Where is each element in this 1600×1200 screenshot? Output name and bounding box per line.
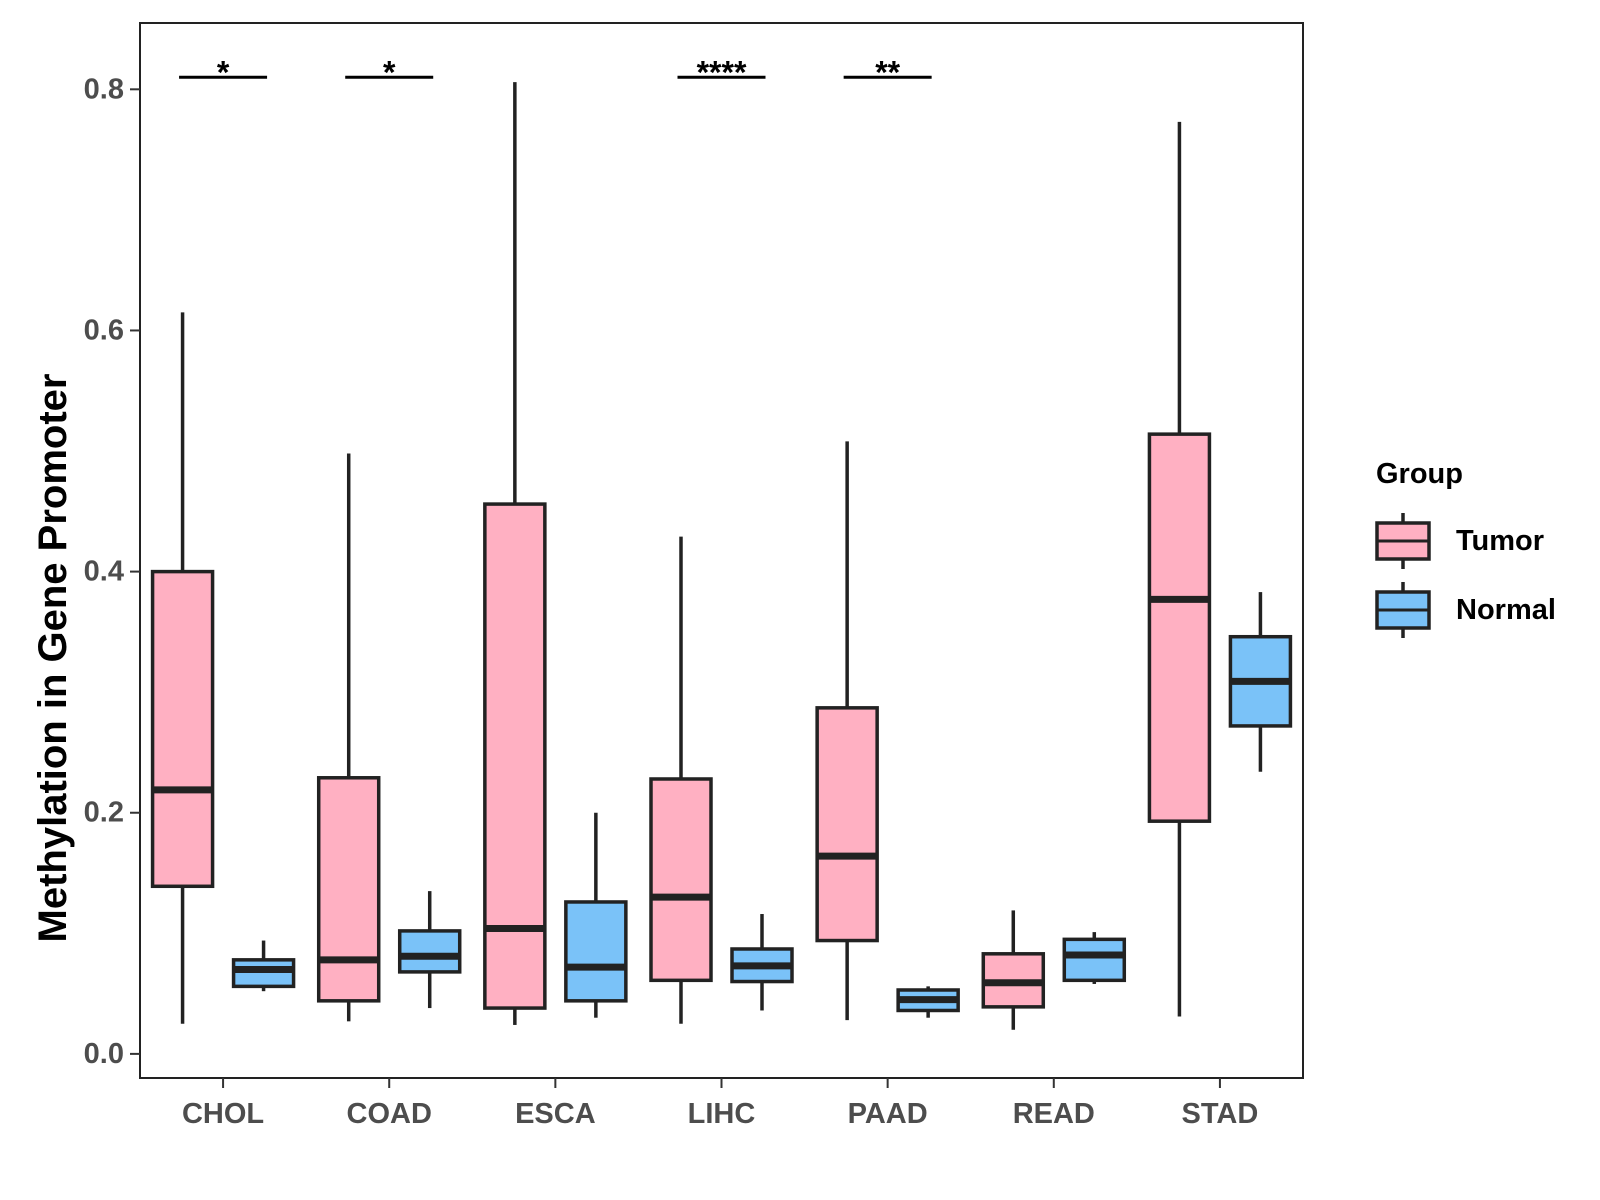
box-body [316, 776, 381, 1003]
y-tick-label: 0.4 [84, 556, 124, 588]
x-tick-label: CHOL [182, 1098, 264, 1130]
x-tick-label: ESCA [515, 1098, 596, 1130]
box-normal-coad [397, 891, 462, 1009]
x-tick-label: COAD [347, 1098, 432, 1130]
box-normal-read [1062, 932, 1127, 984]
x-tick-label: STAD [1182, 1098, 1259, 1130]
box-normal-chol [231, 940, 296, 992]
x-tick-label: READ [1013, 1098, 1095, 1130]
legend-label-normal: Normal [1456, 594, 1556, 626]
box-body [1147, 432, 1212, 823]
box-normal-lihc [730, 914, 794, 1011]
box-tumor-read [981, 910, 1046, 1030]
y-tick-label: 0.8 [84, 73, 124, 105]
box-body [815, 706, 879, 943]
box-normal-esca [564, 812, 628, 1018]
x-tick-label: PAAD [848, 1098, 928, 1130]
box-tumor-stad [1147, 121, 1212, 1017]
y-tick-label: 0.6 [84, 314, 124, 346]
legend-key-tumor [1375, 513, 1431, 569]
box-normal-stad [1228, 592, 1293, 772]
significance-label: **** [697, 54, 747, 90]
box-body [483, 502, 547, 1010]
box-body [649, 777, 713, 983]
box-tumor-coad [316, 453, 381, 1022]
box-body [564, 900, 628, 1003]
box-body [231, 958, 296, 989]
legend-label-tumor: Tumor [1456, 525, 1544, 557]
box-tumor-lihc [649, 536, 713, 1024]
legend-title: Group [1376, 458, 1463, 490]
x-tick-label: LIHC [688, 1098, 756, 1130]
significance-label: ** [875, 54, 900, 90]
y-tick-label: 0.0 [84, 1038, 124, 1070]
significance-label: * [217, 54, 230, 90]
y-tick-label: 0.2 [84, 797, 124, 829]
box-tumor-chol [150, 312, 215, 1024]
box-body [150, 569, 215, 889]
box-body [397, 929, 462, 974]
significance-label: * [383, 54, 396, 90]
box-body [1062, 937, 1127, 983]
legend-key-normal [1375, 582, 1431, 638]
plot-panel [139, 22, 1304, 1079]
box-tumor-paad [815, 441, 879, 1021]
box-tumor-esca [483, 82, 547, 1025]
box-normal-paad [896, 986, 960, 1018]
y-axis-title: Methylation in Gene Promoter [31, 374, 75, 943]
